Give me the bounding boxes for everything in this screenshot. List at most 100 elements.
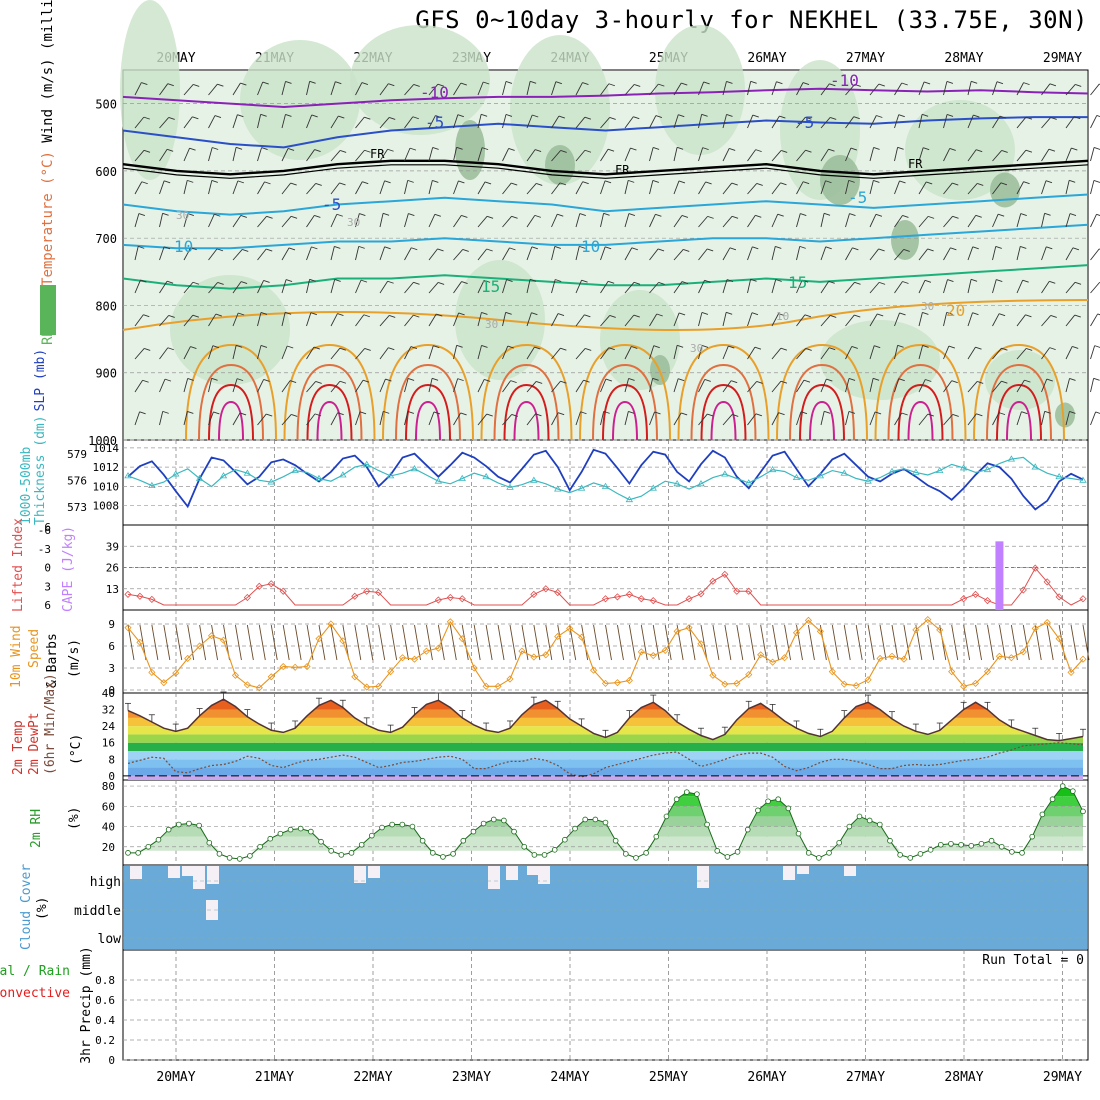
wind-barb-flag (927, 413, 934, 417)
wind-barb (1016, 149, 1027, 162)
wind-barb-flag (555, 279, 562, 282)
rh-shade-blob (820, 320, 940, 400)
surface-wind-barb (915, 624, 923, 661)
wind-barb (159, 83, 169, 96)
wind-barb (330, 347, 341, 360)
wind-barb-flag (531, 312, 538, 316)
wind-barb (526, 149, 536, 162)
wind-barb (1090, 411, 1097, 426)
wind-barb-flag (634, 84, 641, 87)
wind-barb-flag (608, 347, 615, 351)
rh-point (744, 826, 751, 833)
surface-wind-barb (998, 624, 1006, 661)
wind-barb (428, 313, 437, 327)
wind-barb-flag (926, 181, 933, 185)
wind-barb (845, 180, 850, 195)
wind-barb-flag (875, 213, 883, 217)
wind-barb-flag (755, 149, 762, 153)
contour-label: 10 (581, 237, 600, 256)
wind-barb (796, 181, 804, 195)
wind-barb (600, 213, 605, 228)
rh-point (673, 796, 680, 803)
thickness-point (983, 465, 992, 473)
wind-barb (183, 116, 193, 129)
wind-barb (943, 312, 948, 327)
wind-speed-point (279, 662, 287, 671)
wind-barb-flag (1069, 411, 1076, 414)
rh-point (866, 817, 873, 824)
thickness-line (127, 456, 1084, 501)
wind-barb (183, 180, 188, 195)
surface-wind-barb (199, 624, 207, 661)
cloud-gap-high (844, 866, 856, 876)
wind-barb (649, 83, 659, 96)
rh-band (128, 806, 1083, 817)
wind-barb-flag (435, 115, 442, 118)
wind-barb (1065, 314, 1076, 327)
wind-barb-flag (407, 378, 415, 381)
wind-barb-flag (1069, 213, 1077, 217)
thickness-point (195, 474, 204, 481)
wind-barb-flag (726, 311, 733, 315)
temp-tick-label: 24 (102, 720, 116, 733)
wind-barb (845, 247, 853, 261)
wind-barb (869, 115, 877, 129)
rh-point (155, 836, 162, 843)
wind-barb-flag (923, 147, 930, 151)
wind-barb-flag (876, 115, 883, 118)
surface-wind-barb (151, 624, 159, 661)
wind-barb (453, 378, 459, 393)
wind-barb (208, 378, 213, 393)
wind-barb (1090, 248, 1100, 261)
wind-speed-point (542, 651, 550, 659)
surface-wind-barb (688, 624, 696, 661)
wind-barb-flag (1045, 180, 1053, 184)
thickness-point (673, 480, 681, 487)
wind-barb (379, 411, 384, 426)
wind-barb (967, 413, 977, 426)
wind-barb-flag (1001, 347, 1008, 351)
day-label-top: 28MAY (944, 51, 983, 66)
wind-barb-flag (726, 279, 734, 283)
rh-point (226, 855, 233, 861)
rh-point (165, 826, 172, 833)
wind-barb-flag (826, 378, 833, 382)
wind-speed-point (494, 682, 502, 690)
wind-speed-point (530, 653, 538, 661)
wind-barb (698, 81, 705, 96)
wind-barb-flag (878, 248, 885, 252)
wind-barb (1016, 181, 1024, 195)
rh-point (1039, 811, 1046, 818)
thickness-point (315, 474, 323, 481)
wind-speed-point (1007, 654, 1015, 662)
wind-barb-flag (408, 213, 415, 216)
wind-speed-point (327, 620, 335, 628)
surface-wind-barb (652, 624, 660, 661)
isotherm--10 (122, 87, 1089, 109)
wind-barb-flag (534, 346, 541, 350)
wind-barb-flag (535, 413, 542, 417)
wind-barb (771, 81, 777, 96)
wind-barb-flag (579, 213, 586, 216)
wind-barb-flag (681, 412, 688, 416)
wind-barb (257, 81, 264, 96)
wind-barb-flag (731, 182, 738, 186)
wind-barb-flag (750, 80, 757, 84)
wind-barb-flag (652, 377, 659, 381)
wind-barb-flag (140, 279, 147, 283)
lifted-point (446, 593, 454, 602)
wind-barb-flag (166, 280, 174, 284)
cape-bar (995, 541, 1004, 610)
wind-barb-flag (848, 410, 856, 414)
rh-legend-swatch (40, 285, 56, 335)
wind-barb-flag (681, 82, 688, 86)
precip-label-total: Total / Rain (0, 964, 70, 979)
contour-label: -10 (830, 71, 859, 90)
wind-barb (330, 214, 338, 228)
rh-point (277, 830, 284, 837)
wind-barb (722, 114, 727, 129)
slp-tick-label: 1008 (93, 500, 120, 513)
surface-wind-barb (258, 624, 266, 661)
wind-barb-flag (462, 249, 469, 252)
wind-barb (1065, 378, 1070, 393)
